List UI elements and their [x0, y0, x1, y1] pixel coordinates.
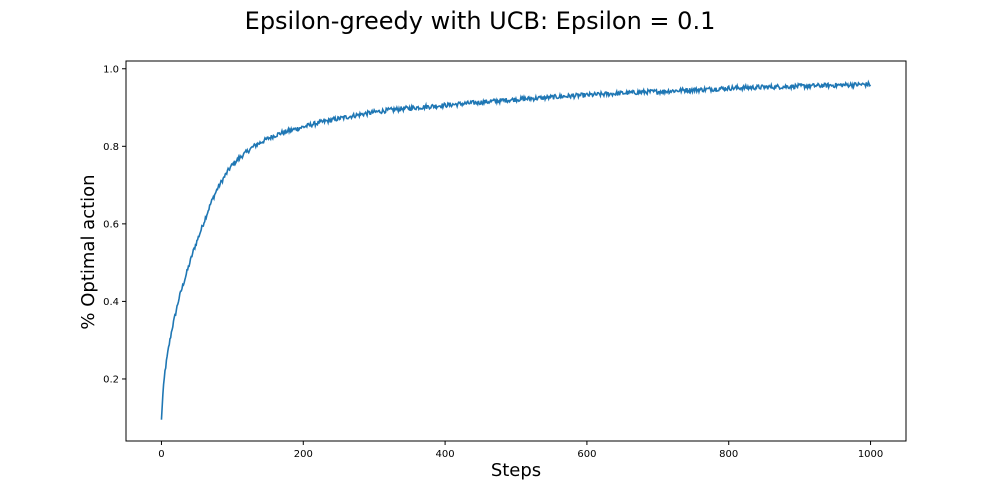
- y-axis: 0.2 0.4 0.6 0.8 1.0: [103, 64, 126, 385]
- series-line: [160, 79, 872, 420]
- y-tick-label: 0.2: [103, 374, 119, 385]
- x-tick-label: 200: [294, 449, 313, 460]
- chart-title: Epsilon-greedy with UCB: Epsilon = 0.1: [245, 7, 716, 35]
- x-axis-label: Steps: [491, 460, 541, 481]
- plot-area-frame: [125, 60, 907, 442]
- y-tick-label: 0.6: [103, 219, 119, 230]
- x-tick-label: 600: [577, 449, 596, 460]
- x-tick-label: 400: [436, 449, 455, 460]
- x-axis: 0 200 400 600 800 1000: [158, 441, 883, 460]
- x-tick-label: 800: [719, 449, 738, 460]
- x-tick-label: 0: [158, 449, 164, 460]
- y-tick-label: 0.4: [103, 297, 119, 308]
- y-axis-label: % Optimal action: [78, 174, 99, 329]
- x-tick-label: 1000: [858, 449, 883, 460]
- y-tick-label: 1.0: [103, 64, 119, 75]
- y-tick-label: 0.8: [103, 142, 119, 153]
